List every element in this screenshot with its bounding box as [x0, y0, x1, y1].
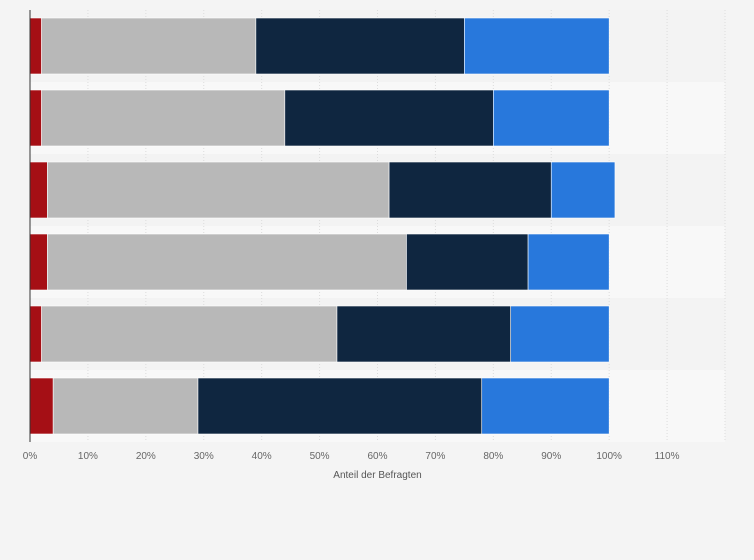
bar-segment-series-2 — [41, 89, 286, 147]
bar-segment-series-4 — [481, 377, 610, 435]
x-tick-label: 80% — [483, 451, 503, 462]
bar-segment-series-1 — [29, 233, 48, 291]
x-tick-label: 90% — [541, 451, 561, 462]
bar-segment-series-1 — [29, 89, 42, 147]
bar-segment-series-4 — [550, 161, 616, 219]
x-axis-title: Anteil der Befragten — [333, 470, 421, 481]
bar-segment-series-3 — [197, 377, 483, 435]
bar-segment-series-1 — [29, 17, 42, 75]
x-tick-label: 40% — [252, 451, 272, 462]
bar-segment-series-2 — [47, 233, 407, 291]
x-tick-label: 110% — [655, 451, 680, 462]
x-tick-label: 100% — [596, 451, 622, 462]
bar-segment-series-4 — [464, 17, 610, 75]
x-tick-label: 60% — [367, 451, 387, 462]
bar-segment-series-3 — [336, 305, 512, 363]
bar-segment-series-2 — [41, 17, 257, 75]
x-tick-label: 0% — [23, 451, 38, 462]
bar-segment-series-3 — [284, 89, 494, 147]
bars — [29, 17, 616, 435]
bar-segment-series-3 — [406, 233, 529, 291]
bar-segment-series-2 — [52, 377, 199, 435]
x-tick-label: 10% — [78, 451, 98, 462]
bar-segment-series-2 — [41, 305, 338, 363]
x-tick-label: 70% — [425, 451, 445, 462]
x-tick-label: 50% — [310, 451, 330, 462]
bar-segment-series-4 — [527, 233, 610, 291]
x-tick-label: 20% — [136, 451, 156, 462]
bar-segment-series-3 — [255, 17, 465, 75]
bar-segment-series-4 — [493, 89, 610, 147]
bar-segment-series-4 — [510, 305, 610, 363]
bar-segment-series-3 — [388, 161, 552, 219]
bar-segment-series-2 — [47, 161, 390, 219]
x-tick-labels: 0% 10% 20% 30% 40% 50% 60% 70% 80% 90% 100% 110% — [23, 451, 680, 462]
bar-segment-series-1 — [29, 305, 42, 363]
bar-segment-series-1 — [29, 161, 48, 219]
bar-segment-series-1 — [29, 377, 54, 435]
x-tick-label: 30% — [194, 451, 214, 462]
